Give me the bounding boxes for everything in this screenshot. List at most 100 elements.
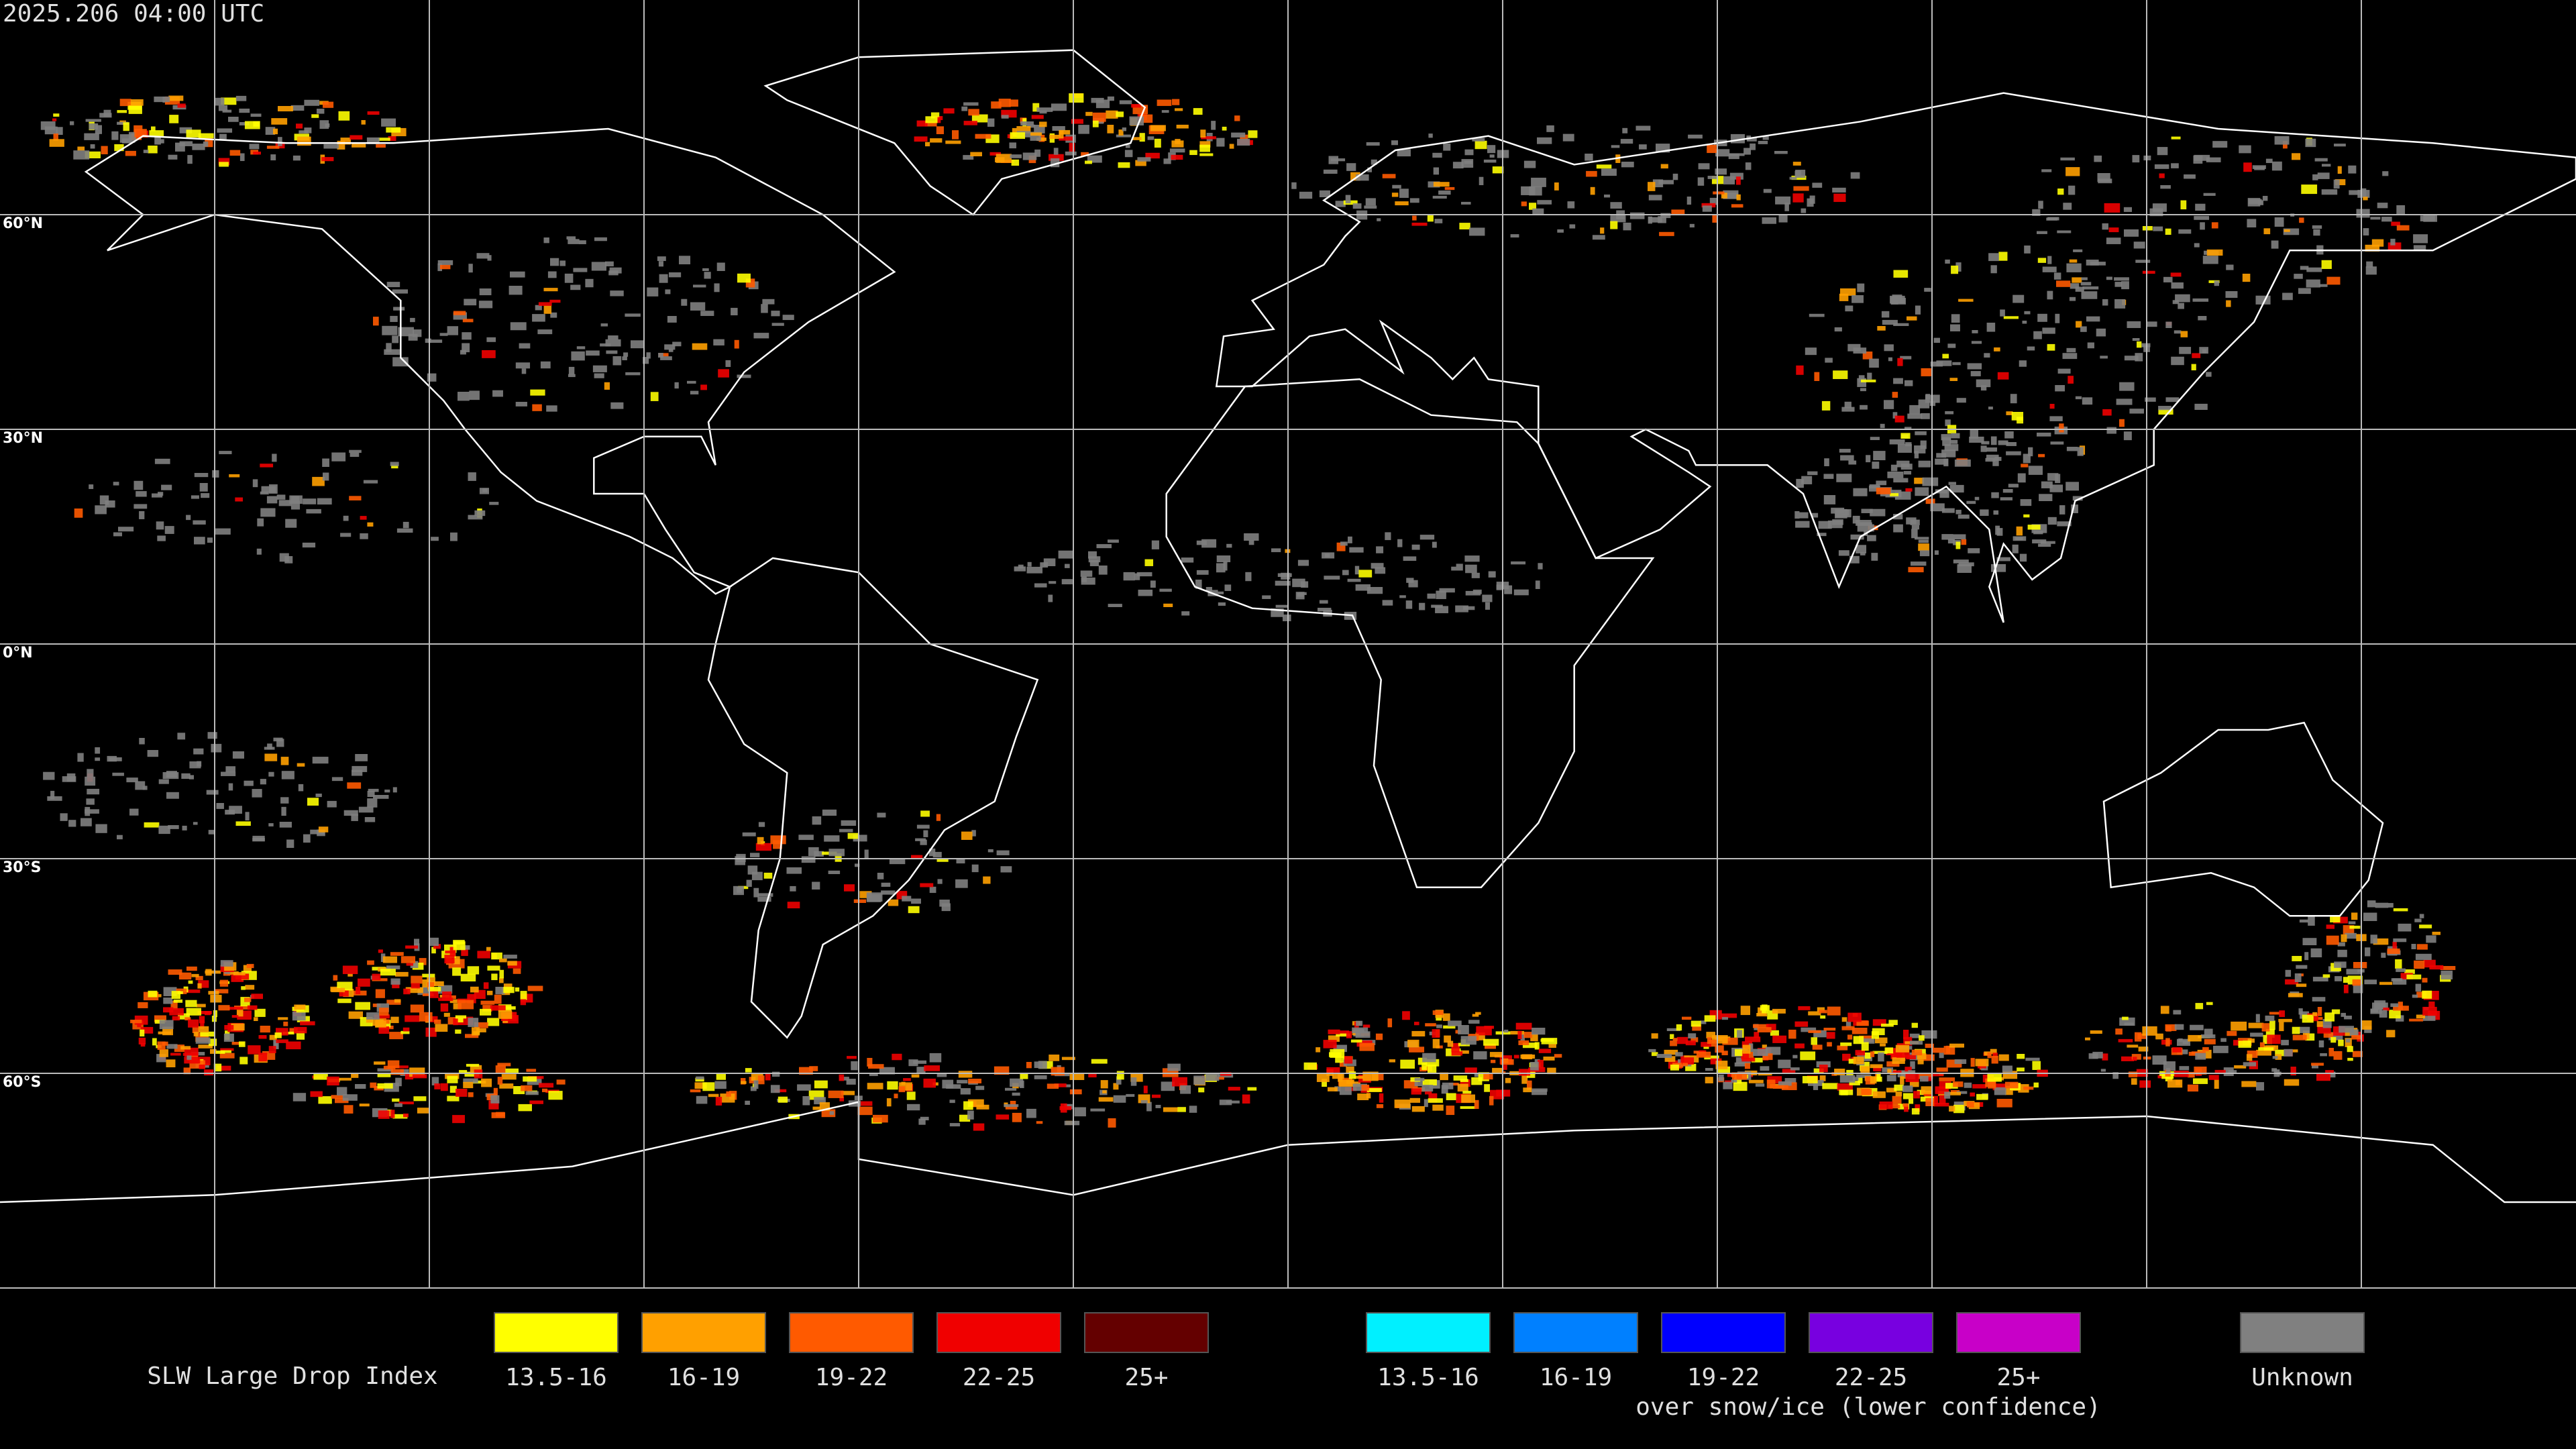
cloud-pixel [1001,109,1017,118]
cloud-pixel [2194,403,2208,411]
cloud-pixel [672,341,682,347]
cloud-pixel [592,365,607,372]
cloud-pixel [2112,1072,2118,1079]
cloud-pixel [390,1069,405,1075]
cloud-pixel [1474,1099,1479,1110]
cloud-pixel [1479,176,1484,186]
cloud-pixel [299,130,309,134]
cloud-pixel [2165,397,2180,402]
cloud-pixel [1813,1068,1824,1073]
cloud-pixel [702,1082,715,1091]
cloud-pixel [2272,1056,2278,1059]
cloud-pixel [1692,1024,1702,1031]
cloud-pixel [322,458,329,468]
cloud-pixel [252,479,258,488]
cloud-pixel [1881,311,1890,318]
cloud-pixel [182,1053,199,1056]
cloud-pixel [350,452,360,458]
cloud-pixel [1427,214,1434,222]
cloud-pixel [186,1008,202,1016]
cloud-pixel [934,117,941,123]
cloud-pixel [1237,138,1250,146]
cloud-pixel [260,1026,270,1033]
cloud-pixel [1065,151,1077,156]
cloud-pixel [925,142,930,147]
cloud-pixel [1328,1087,1338,1091]
cloud-pixel [1849,1081,1860,1085]
cloud-pixel [1172,99,1180,105]
cloud-pixel [983,876,991,884]
cloud-pixel [1590,186,1595,195]
cloud-pixel [261,486,276,493]
cloud-pixel [2123,431,2132,441]
cloud-pixel [2416,991,2427,998]
cloud-pixel [2075,286,2084,292]
cloud-pixel [1945,411,1954,415]
cloud-pixel [1827,520,1843,529]
cloud-pixel [1736,176,1741,185]
cloud-pixel [1944,444,1959,451]
cloud-pixel [1513,589,1529,596]
cloud-pixel [292,155,301,161]
cloud-pixel [260,491,269,495]
cloud-pixel [507,961,517,966]
cloud-pixel [1837,1045,1848,1051]
cloud-pixel [1132,137,1142,140]
cloud-pixel [1816,1061,1831,1068]
cloud-pixel [702,268,709,272]
lat-label: 60°S [3,1074,41,1091]
cloud-pixel [1812,1044,1823,1050]
cloud-pixel [970,152,982,157]
cloud-pixel [2300,266,2309,270]
cloud-pixel [1475,1012,1481,1015]
cloud-pixel [1604,195,1611,198]
legend-swatch [494,1312,619,1353]
cloud-pixel [482,350,496,358]
cloud-pixel [1822,1083,1839,1089]
cloud-pixel [1821,400,1831,411]
cloud-pixel [1918,539,1929,543]
cloud-pixel [103,109,111,117]
cloud-pixel [1322,552,1335,559]
cloud-pixel [1218,591,1224,594]
cloud-pixel [339,990,349,997]
cloud-pixel [206,790,219,795]
cloud-pixel [2154,164,2169,169]
cloud-pixel [2097,173,2110,182]
cloud-pixel [973,1123,985,1131]
cloud-pixel [1833,193,1846,203]
cloud-pixel [2365,266,2377,275]
cloud-pixel [2047,256,2052,264]
cloud-pixel [1660,164,1668,169]
cloud-pixel [1992,1053,1998,1058]
cloud-pixel [2042,327,2055,334]
cloud-pixel [1406,578,1414,583]
cloud-pixel [413,329,422,337]
cloud-pixel [1882,319,1898,325]
cloud-pixel [148,146,158,154]
cloud-pixel [523,1076,537,1082]
cloud-pixel [1648,182,1656,191]
cloud-pixel [1762,136,1769,140]
cloud-pixel [2206,372,2212,377]
cloud-pixel [2184,174,2196,179]
cloud-pixel [573,268,588,272]
cloud-pixel [199,1016,205,1024]
cloud-pixel [1943,458,1949,467]
cloud-pixel [1090,1108,1106,1112]
cloud-pixel [2412,994,2418,998]
cloud-pixel [2142,226,2153,231]
cloud-pixel [405,1015,420,1022]
cloud-pixel [342,1094,358,1101]
cloud-pixel [1451,1042,1460,1053]
cloud-pixel [1970,371,1981,376]
cloud-pixel [125,150,136,156]
cloud-pixel [1853,1057,1864,1065]
cloud-pixel [802,1096,810,1106]
cloud-pixel [245,985,255,990]
cloud-pixel [2290,1067,2296,1076]
cloud-pixel [696,1095,708,1104]
cloud-pixel [679,256,691,265]
cloud-pixel [1796,478,1804,488]
cloud-pixel [1836,474,1852,482]
